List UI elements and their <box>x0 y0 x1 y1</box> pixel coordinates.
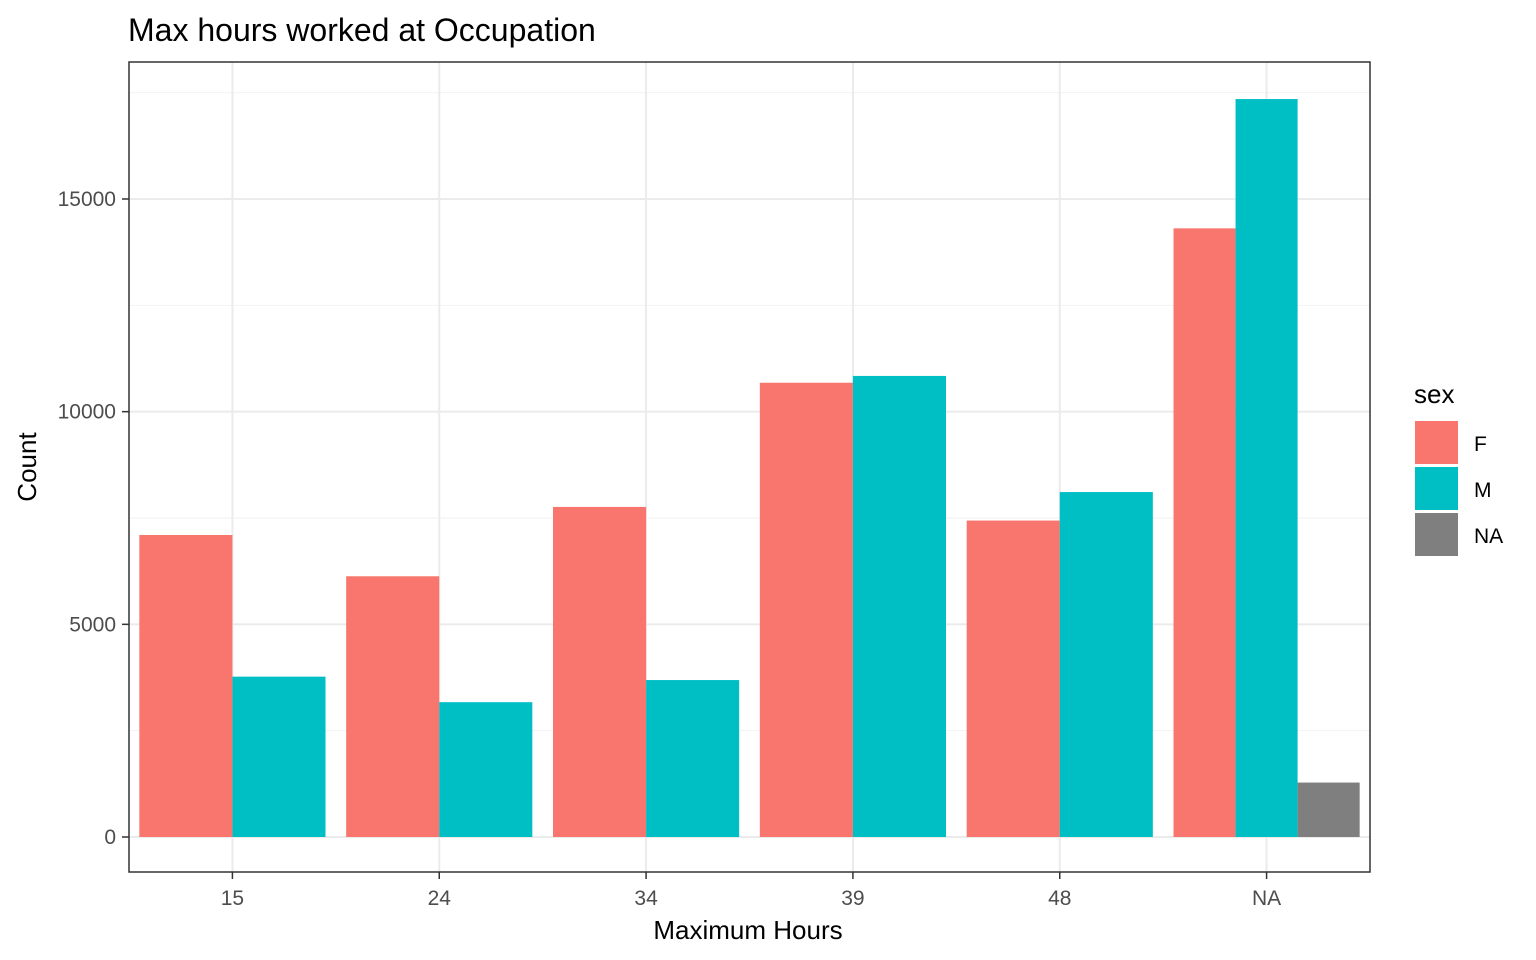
legend-label: F <box>1474 433 1487 456</box>
y-tick-label: 0 <box>104 826 116 849</box>
bar <box>439 702 533 837</box>
y-tick-label: 10000 <box>58 401 116 424</box>
x-tick-label: 39 <box>841 887 864 910</box>
bar <box>553 506 647 837</box>
legend-label: NA <box>1474 525 1503 548</box>
bar <box>139 535 233 837</box>
bar <box>852 375 946 837</box>
y-tick-label: 5000 <box>69 613 116 636</box>
legend-label: M <box>1474 479 1492 502</box>
plot-panel <box>129 62 1370 872</box>
y-tick-label: 15000 <box>58 188 116 211</box>
legend-key <box>1415 513 1458 556</box>
legend-key <box>1415 467 1458 510</box>
x-tick-label: NA <box>1252 887 1281 910</box>
bar <box>1235 99 1298 837</box>
bar <box>1173 228 1236 837</box>
bar <box>1297 782 1360 837</box>
x-axis: 15 24 34 39 48 NA <box>221 872 1281 910</box>
x-tick-label: 34 <box>634 887 658 910</box>
bar <box>346 576 440 837</box>
x-tick-label: 15 <box>221 887 244 910</box>
bar <box>966 520 1060 837</box>
y-axis: 0 5000 10000 15000 <box>58 188 129 849</box>
x-axis-title: Maximum Hours <box>653 915 842 945</box>
bars <box>139 99 1360 837</box>
y-axis-title: Count <box>12 432 42 502</box>
legend: sex FM NA <box>1414 379 1503 556</box>
bar <box>646 680 740 837</box>
panel-background <box>129 62 1370 872</box>
x-tick-label: 48 <box>1048 887 1071 910</box>
legend-title: sex <box>1414 379 1454 409</box>
chart-title: Max hours worked at Occupation <box>128 12 596 48</box>
panel-border <box>128 61 1371 873</box>
bar <box>232 676 326 837</box>
bar <box>1059 492 1153 837</box>
legend-key <box>1415 421 1458 464</box>
bar <box>759 382 853 837</box>
x-tick-label: 24 <box>428 887 452 910</box>
